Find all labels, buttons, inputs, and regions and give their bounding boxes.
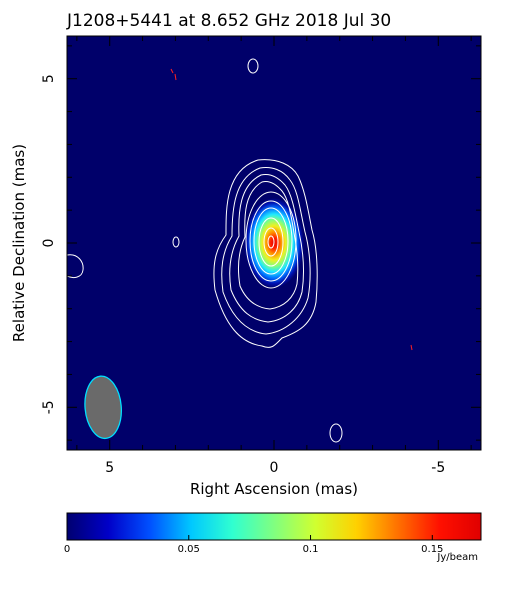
contour-level-10 — [267, 235, 275, 249]
contour-level-4 — [237, 181, 299, 310]
negative-contour-2 — [410, 344, 413, 351]
contour-level-3 — [229, 174, 304, 323]
x-tick-label: 0 — [270, 460, 279, 476]
contour-lines — [67, 58, 343, 443]
contour-level-7 — [253, 207, 289, 275]
colorbar-tick-label: 0 — [64, 544, 70, 555]
negative-contour-1 — [170, 68, 177, 81]
contour-level-6 — [249, 200, 293, 282]
colorbar-tick-label: 0.1 — [303, 544, 319, 555]
noise-contour-bottom — [329, 423, 343, 443]
beam-ellipse — [84, 375, 122, 440]
negative-contours — [170, 68, 413, 351]
noise-contour-edge — [67, 254, 84, 279]
contour-level-1 — [213, 159, 318, 348]
chart-title: J1208+5441 at 8.652 GHz 2018 Jul 30 — [66, 11, 391, 31]
y-tick-label: 0 — [41, 239, 57, 248]
colorbar-ticks: 0 0.05 0.1 0.15 — [64, 535, 443, 555]
y-axis-label: Relative Declination (mas) — [10, 144, 28, 342]
colorbar-unit: Jy/beam — [436, 552, 478, 563]
noise-contour-left — [172, 236, 180, 248]
contour-level-5 — [245, 191, 297, 289]
contour-level-2 — [221, 167, 311, 335]
x-tick-label: 5 — [105, 460, 114, 476]
x-axis-ticks: 5 0 -5 — [76, 36, 472, 476]
contour-level-9 — [263, 227, 279, 257]
plot-area — [67, 58, 413, 443]
contour-level-8 — [258, 217, 284, 267]
y-tick-label: -5 — [41, 400, 57, 414]
colorbar-tick-label: 0.15 — [421, 544, 443, 555]
colorbar — [66, 512, 482, 541]
y-axis-ticks: 5 0 -5 — [41, 45, 481, 441]
y-tick-label: 5 — [41, 74, 57, 83]
noise-contour-top — [247, 58, 259, 74]
colorbar-tick-label: 0.05 — [178, 544, 200, 555]
x-axis-label: Right Ascension (mas) — [190, 480, 358, 498]
x-tick-label: -5 — [431, 460, 445, 476]
